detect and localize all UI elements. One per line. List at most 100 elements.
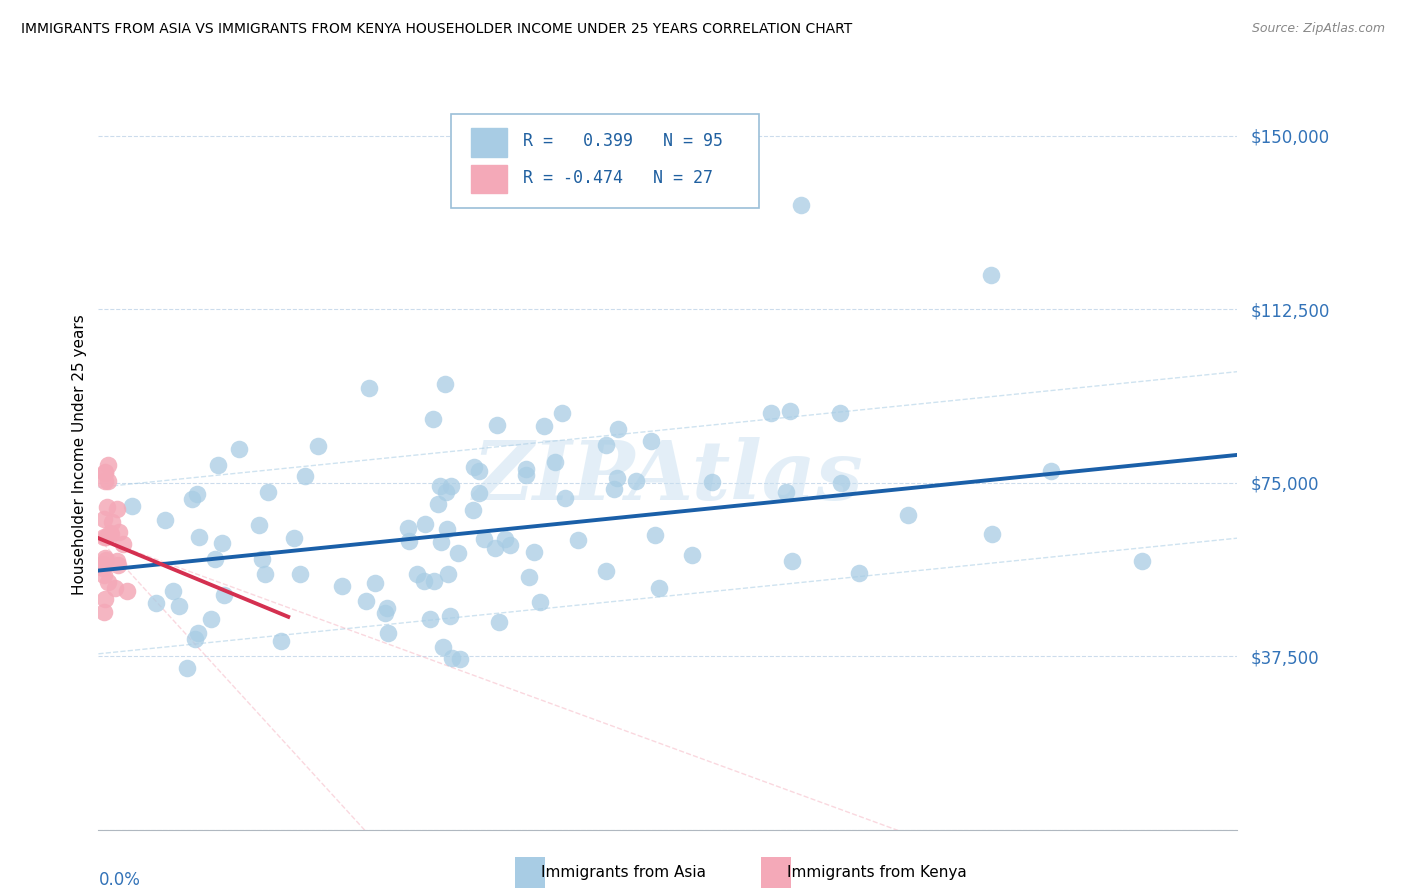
Point bbox=[94, 553, 117, 567]
Point bbox=[607, 422, 630, 436]
Point bbox=[449, 652, 471, 666]
Point bbox=[533, 419, 555, 434]
Point bbox=[551, 406, 574, 420]
Point bbox=[461, 502, 484, 516]
Point bbox=[515, 462, 537, 476]
Point bbox=[429, 479, 451, 493]
Text: Immigrants from Asia: Immigrants from Asia bbox=[541, 865, 706, 880]
Point bbox=[283, 531, 305, 545]
Point bbox=[897, 508, 920, 522]
Point bbox=[468, 464, 491, 478]
Point bbox=[97, 458, 120, 472]
Point bbox=[250, 552, 273, 566]
Point bbox=[270, 634, 292, 648]
Point bbox=[108, 525, 131, 540]
Point bbox=[790, 198, 813, 212]
Point bbox=[94, 466, 117, 480]
Point bbox=[204, 552, 226, 566]
Point bbox=[93, 466, 115, 480]
Point bbox=[176, 661, 198, 675]
Point bbox=[681, 548, 703, 562]
Text: Source: ZipAtlas.com: Source: ZipAtlas.com bbox=[1251, 22, 1385, 36]
Point bbox=[97, 574, 120, 589]
Point bbox=[307, 438, 329, 452]
Point bbox=[93, 605, 115, 619]
Text: Immigrants from Kenya: Immigrants from Kenya bbox=[787, 865, 967, 880]
Point bbox=[447, 546, 470, 560]
Point bbox=[647, 582, 669, 596]
Point bbox=[93, 567, 115, 582]
Point bbox=[117, 583, 139, 598]
Point bbox=[434, 485, 457, 500]
Point bbox=[121, 500, 143, 514]
Point bbox=[780, 554, 803, 568]
Point bbox=[606, 471, 628, 485]
Point bbox=[848, 566, 870, 580]
Point bbox=[439, 609, 461, 624]
Point bbox=[153, 513, 176, 527]
Point bbox=[427, 497, 450, 511]
Point bbox=[440, 651, 463, 665]
Point bbox=[544, 455, 567, 469]
Point bbox=[200, 612, 222, 626]
Point bbox=[377, 625, 399, 640]
Point bbox=[436, 522, 458, 536]
Point bbox=[398, 534, 420, 549]
Point bbox=[112, 537, 135, 551]
Point bbox=[396, 521, 419, 535]
Point bbox=[595, 438, 617, 452]
Point bbox=[211, 536, 233, 550]
Point bbox=[484, 541, 506, 556]
Point bbox=[624, 475, 647, 489]
Point bbox=[775, 485, 797, 500]
Point bbox=[186, 625, 208, 640]
Point bbox=[702, 475, 724, 489]
Point bbox=[472, 532, 495, 546]
Point bbox=[96, 500, 118, 514]
Point bbox=[186, 487, 208, 501]
Point bbox=[93, 530, 115, 544]
Point bbox=[100, 526, 122, 541]
Point bbox=[374, 607, 396, 621]
Point bbox=[406, 566, 429, 581]
FancyBboxPatch shape bbox=[471, 128, 508, 157]
Point bbox=[169, 599, 191, 613]
Point bbox=[488, 615, 510, 629]
Point bbox=[1132, 554, 1154, 568]
Point bbox=[91, 557, 114, 571]
Text: R =   0.399   N = 95: R = 0.399 N = 95 bbox=[523, 132, 723, 150]
Point bbox=[828, 406, 851, 420]
Point bbox=[228, 442, 250, 456]
Point bbox=[107, 558, 129, 572]
Point bbox=[359, 381, 381, 395]
Point bbox=[180, 491, 202, 506]
Point bbox=[145, 596, 167, 610]
FancyBboxPatch shape bbox=[471, 165, 508, 194]
Point bbox=[439, 479, 461, 493]
Point bbox=[523, 545, 546, 559]
Point bbox=[1039, 464, 1062, 478]
FancyBboxPatch shape bbox=[451, 114, 759, 208]
Point bbox=[364, 576, 387, 591]
Point bbox=[354, 594, 377, 608]
Point bbox=[104, 581, 127, 595]
Point bbox=[294, 468, 316, 483]
Y-axis label: Householder Income Under 25 years: Householder Income Under 25 years bbox=[72, 315, 87, 595]
Point bbox=[257, 484, 280, 499]
Point bbox=[422, 574, 444, 589]
Point bbox=[979, 268, 1001, 282]
Point bbox=[247, 518, 270, 533]
Point bbox=[330, 579, 353, 593]
Point bbox=[419, 612, 441, 626]
Point bbox=[207, 458, 229, 472]
Point bbox=[413, 517, 436, 532]
Point bbox=[432, 640, 454, 654]
Point bbox=[499, 538, 522, 552]
Point bbox=[377, 600, 399, 615]
Point bbox=[779, 404, 801, 418]
Point bbox=[429, 534, 451, 549]
Point bbox=[93, 592, 115, 607]
Point bbox=[91, 561, 114, 575]
Point bbox=[554, 491, 576, 505]
Point bbox=[468, 486, 491, 500]
